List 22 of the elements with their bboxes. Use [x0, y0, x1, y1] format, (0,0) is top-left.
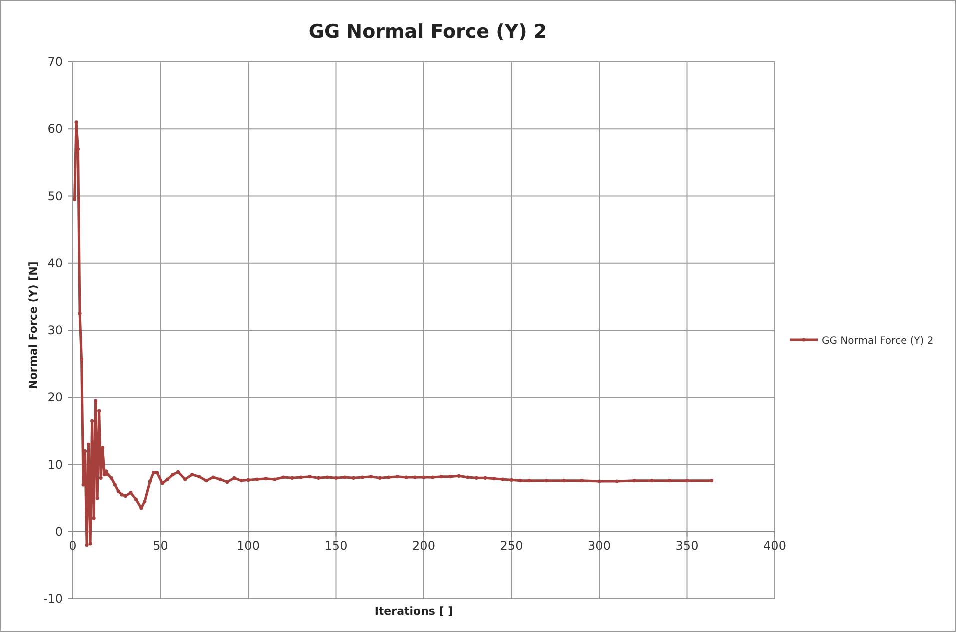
x-tick-label: 50: [153, 538, 168, 553]
y-tick-label: 30: [48, 324, 63, 338]
legend-label: GG Normal Force (Y) 2: [822, 336, 934, 347]
x-tick-label: 150: [324, 538, 348, 553]
x-tick-label: 0: [69, 538, 77, 553]
x-tick-label: 350: [676, 538, 699, 553]
y-axis-title: Normal Force (Y) [N]: [27, 262, 40, 390]
y-tick-label: 20: [48, 390, 63, 405]
chart-title: GG Normal Force (Y) 2: [308, 21, 548, 43]
y-tick-label: 40: [48, 256, 63, 270]
y-tick-label: 0: [55, 524, 63, 539]
x-tick-label: 300: [588, 538, 611, 553]
x-tick-label: 250: [500, 538, 524, 553]
x-tick-label: 400: [764, 538, 786, 553]
x-axis-title: Iterations [ ]: [374, 605, 454, 618]
y-tick-label: -10: [43, 592, 63, 606]
x-tick-label: 200: [412, 538, 436, 553]
x-tick-label: 100: [237, 538, 260, 553]
y-tick-label: 10: [48, 458, 63, 472]
y-tick-label: 70: [48, 55, 63, 69]
y-tick-label: 60: [48, 122, 63, 136]
y-tick-label: 50: [48, 189, 63, 204]
